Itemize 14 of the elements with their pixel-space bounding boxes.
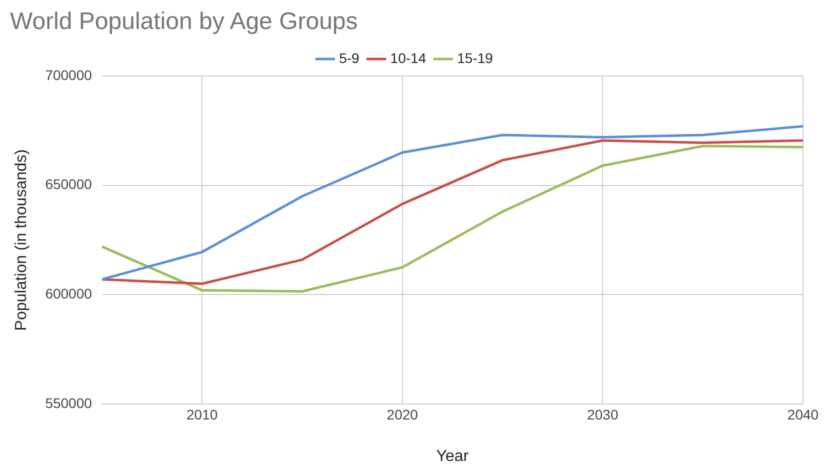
y-tick-label: 600000 bbox=[45, 286, 92, 302]
x-axis-title: Year bbox=[436, 448, 470, 465]
legend-label: 15-19 bbox=[457, 50, 494, 66]
y-tick-label: 550000 bbox=[45, 394, 92, 411]
x-tick-label: 2040 bbox=[787, 406, 819, 422]
y-tick-label: 700000 bbox=[45, 66, 92, 83]
x-tick-label: 2020 bbox=[386, 406, 418, 422]
y-axis-title: Population (in thousands) bbox=[13, 149, 30, 331]
legend-label: 5-9 bbox=[339, 50, 360, 66]
legend-label: 10-14 bbox=[390, 50, 426, 66]
chart-title: World Population by Age Groups bbox=[10, 8, 358, 36]
x-tick-label: 2010 bbox=[186, 406, 218, 422]
x-tick-label: 2030 bbox=[587, 406, 618, 422]
y-tick-label: 650000 bbox=[45, 176, 92, 192]
